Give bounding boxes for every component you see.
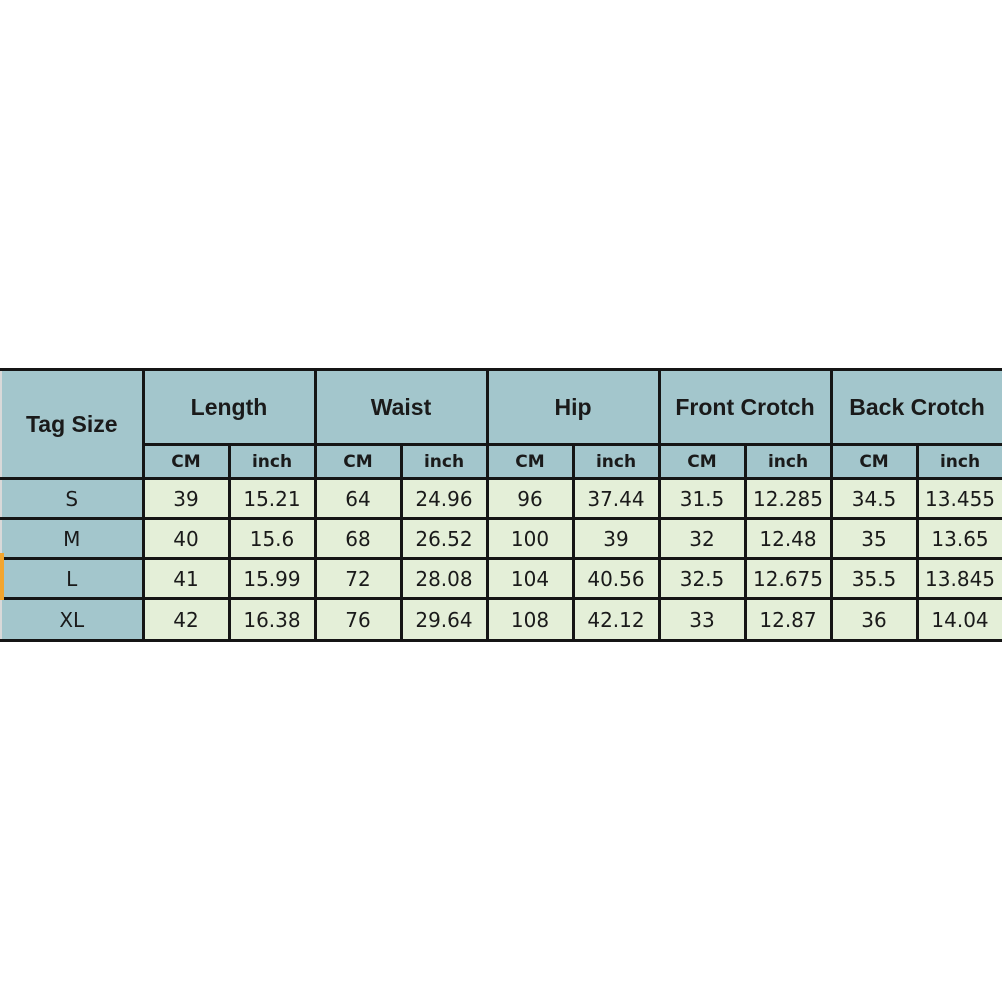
value-cell: 13.455 <box>915 477 1002 520</box>
value-cell: 12.48 <box>743 517 833 560</box>
value-cell: 39 <box>141 477 231 520</box>
value-cell: 34.5 <box>829 477 919 520</box>
value-cell: 12.285 <box>743 477 833 520</box>
unit-header-inch: inch <box>227 443 317 480</box>
value-cell: 12.87 <box>743 597 833 642</box>
value-cell: 39 <box>571 517 661 560</box>
unit-header-cm: CM <box>485 443 575 480</box>
unit-header-inch: inch <box>571 443 661 480</box>
value-cell: 42 <box>141 597 231 642</box>
size-chart-wrapper: Tag Size Length Waist Hip Front Crotch B… <box>0 368 1002 642</box>
value-cell: 72 <box>313 557 403 600</box>
value-cell: 15.6 <box>227 517 317 560</box>
value-cell: 64 <box>313 477 403 520</box>
size-chart-table: Tag Size Length Waist Hip Front Crotch B… <box>0 368 1002 642</box>
value-cell: 32 <box>657 517 747 560</box>
table-row-s: S 39 15.21 64 24.96 96 37.44 31.5 12.285… <box>0 477 1002 520</box>
group-header-hip: Hip <box>485 368 661 446</box>
value-cell: 14.04 <box>915 597 1002 642</box>
value-cell: 15.21 <box>227 477 317 520</box>
table-row-m: M 40 15.6 68 26.52 100 39 32 12.48 35 13… <box>0 517 1002 560</box>
size-cell: M <box>0 517 145 560</box>
group-header-front-crotch: Front Crotch <box>657 368 833 446</box>
size-cell: XL <box>0 597 145 642</box>
unit-header-cm: CM <box>142 443 231 480</box>
unit-header-inch: inch <box>399 443 489 480</box>
size-cell: L <box>0 557 145 600</box>
value-cell: 32.5 <box>657 557 747 600</box>
group-header-waist: Waist <box>313 368 489 446</box>
value-cell: 29.64 <box>399 597 489 642</box>
group-header-row: Tag Size Length Waist Hip Front Crotch B… <box>0 368 1002 480</box>
value-cell: 104 <box>485 557 575 600</box>
value-cell: 41 <box>141 557 231 600</box>
value-cell: 16.38 <box>227 597 317 642</box>
value-cell: 33 <box>657 597 747 642</box>
value-cell: 76 <box>313 597 403 642</box>
unit-header-cm: CM <box>657 443 747 480</box>
value-cell: 26.52 <box>399 517 489 560</box>
group-header-back-crotch: Back Crotch <box>829 368 1002 446</box>
unit-header-row: CM inch CM inch CM inch CM inch CM inch <box>1 443 1002 480</box>
value-cell: 12.675 <box>743 557 833 600</box>
value-cell: 28.08 <box>399 557 489 600</box>
table-row-xl: XL 42 16.38 76 29.64 108 42.12 33 12.87 … <box>0 597 1002 642</box>
value-cell: 35 <box>829 517 919 560</box>
unit-header-cm: CM <box>829 443 919 480</box>
value-cell: 40 <box>141 517 231 560</box>
value-cell: 108 <box>485 597 575 642</box>
value-cell: 68 <box>313 517 403 560</box>
value-cell: 36 <box>829 597 919 642</box>
table-row-l: L 41 15.99 72 28.08 104 40.56 32.5 12.67… <box>0 557 1002 600</box>
unit-header-inch: inch <box>743 443 833 480</box>
group-header-length: Length <box>141 368 317 446</box>
value-cell: 13.845 <box>915 557 1002 600</box>
unit-header-cm: CM <box>313 443 403 480</box>
value-cell: 37.44 <box>571 477 661 520</box>
value-cell: 96 <box>485 477 575 520</box>
tag-size-header: Tag Size <box>0 368 145 480</box>
value-cell: 42.12 <box>571 597 661 642</box>
value-cell: 40.56 <box>571 557 661 600</box>
value-cell: 13.65 <box>915 517 1002 560</box>
value-cell: 15.99 <box>227 557 317 600</box>
value-cell: 31.5 <box>657 477 747 520</box>
size-cell: S <box>0 477 145 520</box>
value-cell: 24.96 <box>399 477 489 520</box>
value-cell: 35.5 <box>829 557 919 600</box>
value-cell: 100 <box>485 517 575 560</box>
row-selection-marker <box>0 553 4 600</box>
unit-header-inch: inch <box>915 443 1002 480</box>
